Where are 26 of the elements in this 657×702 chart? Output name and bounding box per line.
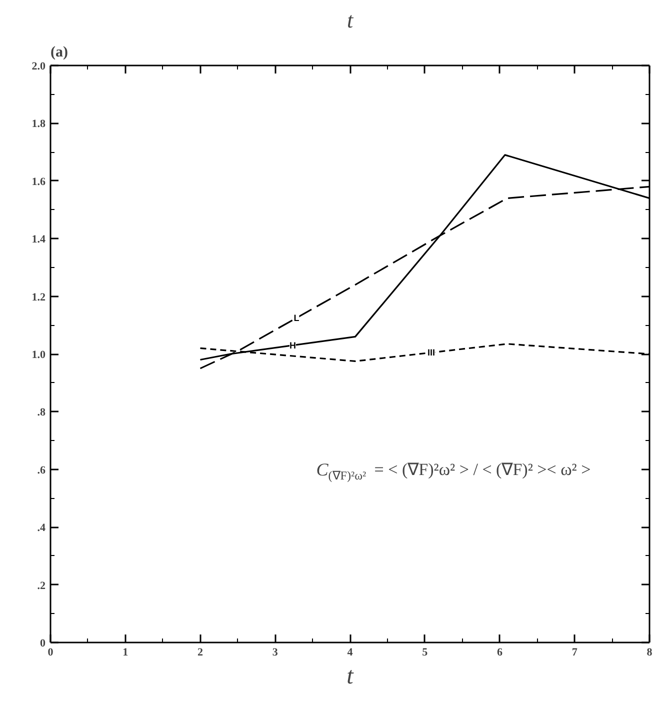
y-tick-label: .6 <box>37 464 46 476</box>
series-label: L <box>294 312 300 323</box>
x-tick-label: 4 <box>347 646 354 658</box>
y-tick-label: .8 <box>37 406 46 419</box>
y-tick-label: 1.4 <box>32 234 46 246</box>
x-tick-label: 1 <box>122 646 128 658</box>
x-tick-label: 3 <box>272 646 278 658</box>
x-tick-label: 0 <box>48 646 54 658</box>
x-tick-label: 6 <box>497 646 503 658</box>
y-tick-label: .2 <box>37 580 46 592</box>
x-tick-label: 8 <box>646 646 653 658</box>
y-tick-label: 0 <box>40 638 46 650</box>
y-tick-label: 1.2 <box>32 291 46 304</box>
text: (a) <box>50 44 68 60</box>
y-tick-label: 1.8 <box>32 118 46 130</box>
y-tick-label: 2.0 <box>32 60 46 72</box>
x-tick-label: 2 <box>198 646 204 658</box>
x-axis-title: t <box>346 664 355 690</box>
y-tick-label: 1.0 <box>32 349 46 361</box>
series-label: III <box>427 348 436 358</box>
x-tick-label: 5 <box>422 646 428 658</box>
x-tick-label: 7 <box>572 646 578 658</box>
y-tick-label: .4 <box>37 522 46 534</box>
y-tick-label: 1.6 <box>32 176 46 188</box>
series-label: H <box>289 340 296 350</box>
chart-title: t <box>346 8 354 32</box>
